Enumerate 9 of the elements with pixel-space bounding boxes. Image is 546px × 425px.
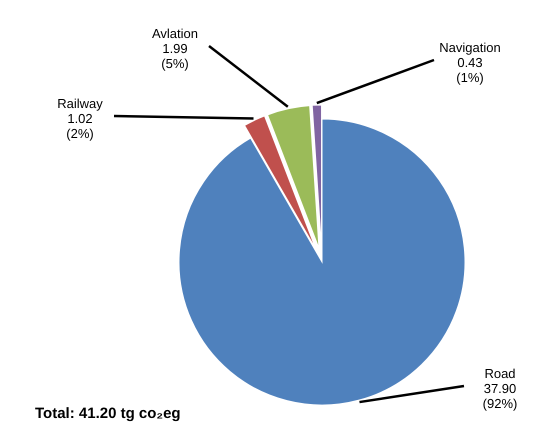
- data-label: 1.99 (5%): [161, 41, 189, 71]
- slice-label: Railway: [57, 96, 104, 111]
- slice-label: Avlation: [152, 26, 198, 41]
- slice-label: Road: [484, 366, 516, 381]
- data-label: 1.02 (2%): [66, 111, 94, 141]
- data-label: 37.90 (92%): [482, 381, 518, 411]
- text: Total: 41.20 tg co₂eg: [35, 405, 181, 422]
- slice-label: Navigation: [439, 40, 501, 55]
- data-label: 0.43 (1%): [456, 55, 484, 85]
